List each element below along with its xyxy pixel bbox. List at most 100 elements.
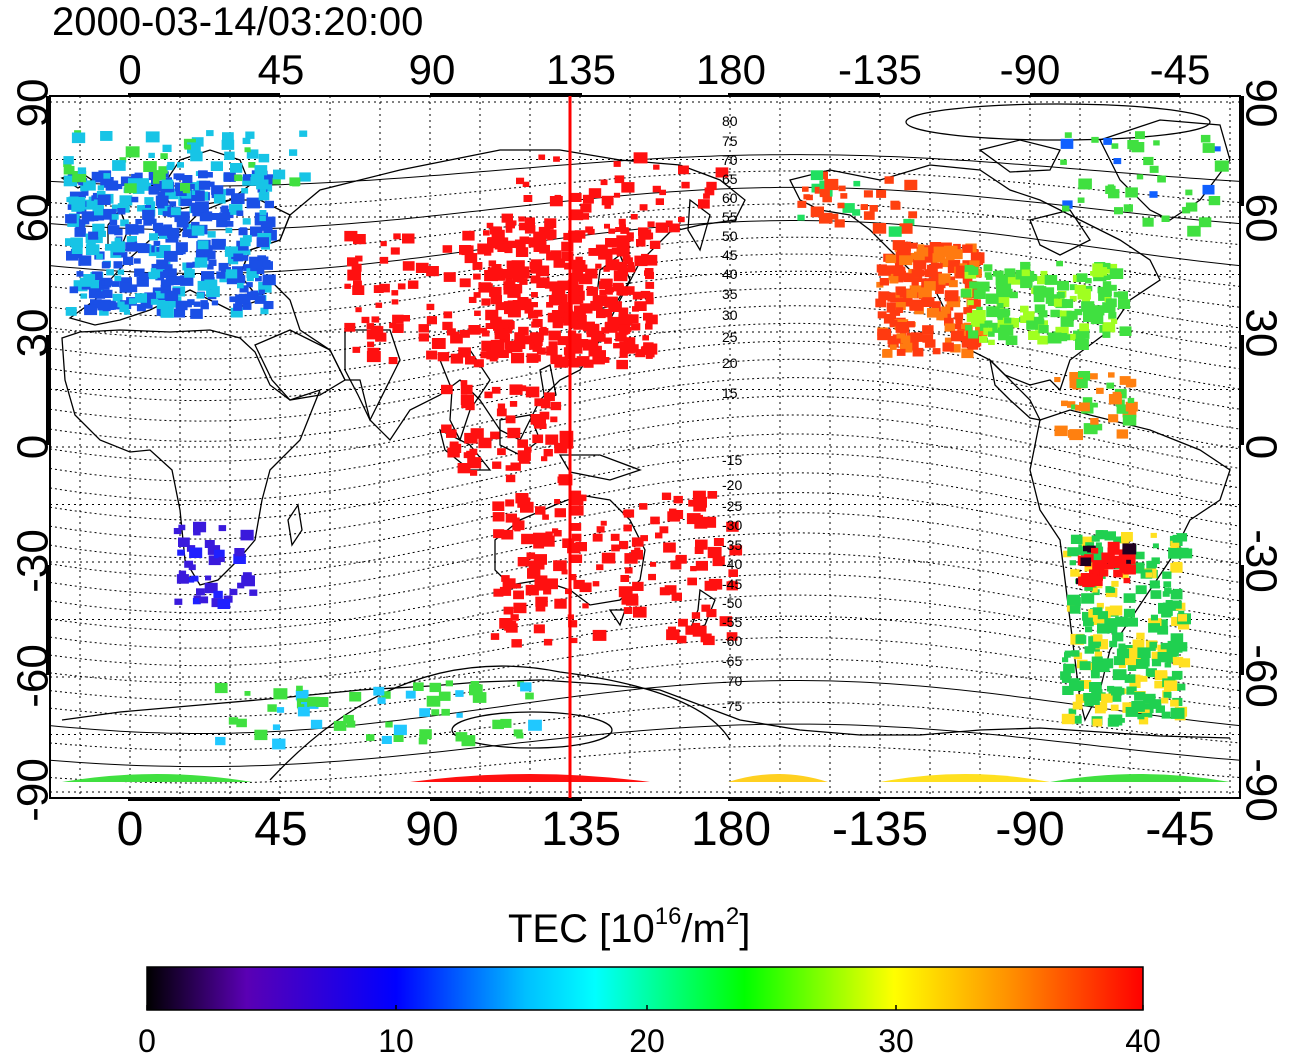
tec-cell [1149, 699, 1162, 709]
tec-cell [1109, 640, 1118, 648]
tec-cell [869, 205, 878, 212]
tec-cell [109, 219, 118, 226]
tec-cell [460, 329, 470, 338]
tec-cell [186, 262, 194, 268]
tec-cell [1112, 669, 1127, 681]
tec-cell [703, 193, 710, 199]
tec-cell [1118, 718, 1125, 723]
tec-cell [1092, 616, 1100, 622]
tec-cell [525, 336, 534, 343]
tec-cell [942, 342, 954, 352]
tec-cell [63, 156, 74, 165]
tec-cell [568, 288, 580, 298]
tec-cell [229, 204, 243, 215]
tec-cell [1020, 278, 1033, 289]
tec-cell [1090, 671, 1100, 679]
isoline-label: 30 [722, 307, 738, 323]
tec-cell [1095, 692, 1106, 701]
tec-cell [182, 175, 193, 184]
tec-cell [893, 266, 906, 277]
tec-cell [472, 692, 487, 703]
tec-cell [619, 351, 628, 358]
tec-cell [1082, 397, 1093, 405]
tec-cell [461, 394, 468, 400]
tec-cell [497, 403, 506, 410]
tec-cell [204, 250, 216, 260]
tec-cell [402, 261, 415, 271]
tec-cell [1083, 423, 1098, 435]
tec-cell [535, 506, 546, 515]
tec-cell [1178, 658, 1191, 668]
tec-cell [532, 434, 544, 444]
tec-cell [401, 315, 410, 322]
tec-cell [1162, 591, 1170, 597]
tec-cell [620, 575, 630, 582]
isoline-label: 15 [722, 385, 738, 401]
tec-cell [618, 218, 626, 225]
tec-cell [1056, 333, 1068, 342]
tec-cell [184, 560, 194, 568]
tec-cell [188, 183, 196, 190]
tec-cell [640, 535, 648, 542]
tec-cell [590, 300, 603, 311]
tec-cell [276, 707, 285, 713]
tec-cell [426, 266, 439, 277]
tec-cell [1163, 581, 1172, 588]
tec-cell [97, 299, 111, 311]
tec-cell [1116, 429, 1129, 439]
tec-cell [1085, 626, 1093, 633]
lon-tick-top: -45 [1150, 46, 1211, 93]
tec-cell [65, 214, 77, 224]
tec-cell [140, 299, 153, 309]
tec-cell [373, 325, 382, 333]
tec-cell [655, 222, 669, 233]
tec-cell [117, 301, 125, 308]
lon-tick-bottom: 45 [254, 803, 307, 856]
tec-cell [571, 533, 582, 542]
coast-antarctica [61, 679, 1231, 739]
tec-cell [1123, 593, 1136, 603]
tec-cell [379, 256, 389, 264]
isoline-label: -55 [722, 614, 742, 630]
tec-cell [144, 197, 154, 205]
tec-cell [1064, 652, 1071, 658]
tec-cell [207, 231, 216, 238]
tec-cell [550, 416, 558, 423]
tec-cell [473, 273, 481, 280]
tec-cell [465, 356, 476, 365]
tec-cell [963, 307, 973, 315]
tec-cell [941, 306, 951, 314]
tec-cell [713, 538, 724, 546]
tec-cell [1163, 680, 1178, 691]
lat-tick-left: 30 [9, 309, 58, 358]
tec-cell [933, 285, 941, 291]
tec-cell [1156, 619, 1168, 629]
tec-cell [673, 495, 683, 504]
tec-cell [1113, 536, 1122, 543]
tec-cell [997, 316, 1005, 322]
tec-cell [539, 423, 547, 429]
tec-cell [543, 638, 553, 646]
tec-cell [610, 533, 620, 541]
tec-cell [497, 322, 505, 329]
tec-cell [619, 341, 628, 349]
tec-cell [890, 295, 899, 303]
tec-cell [533, 309, 543, 317]
tec-cell [1110, 704, 1119, 711]
tec-cell [481, 330, 490, 337]
tec-cell [624, 567, 633, 574]
tec-cell [505, 347, 513, 354]
tec-cell [450, 333, 463, 344]
tec-cell [1007, 273, 1022, 285]
isoline-label: 60 [722, 190, 738, 206]
tec-cell [351, 263, 362, 272]
tec-cell [936, 311, 948, 321]
isoline [50, 170, 1240, 209]
tec-cell [289, 149, 298, 156]
tec-cell [216, 271, 226, 279]
tec-cell [1033, 285, 1044, 295]
tec-cell [1177, 614, 1187, 622]
frame-accents [46, 93, 1244, 801]
tec-cell [1121, 572, 1129, 579]
tec-cell [263, 301, 274, 310]
